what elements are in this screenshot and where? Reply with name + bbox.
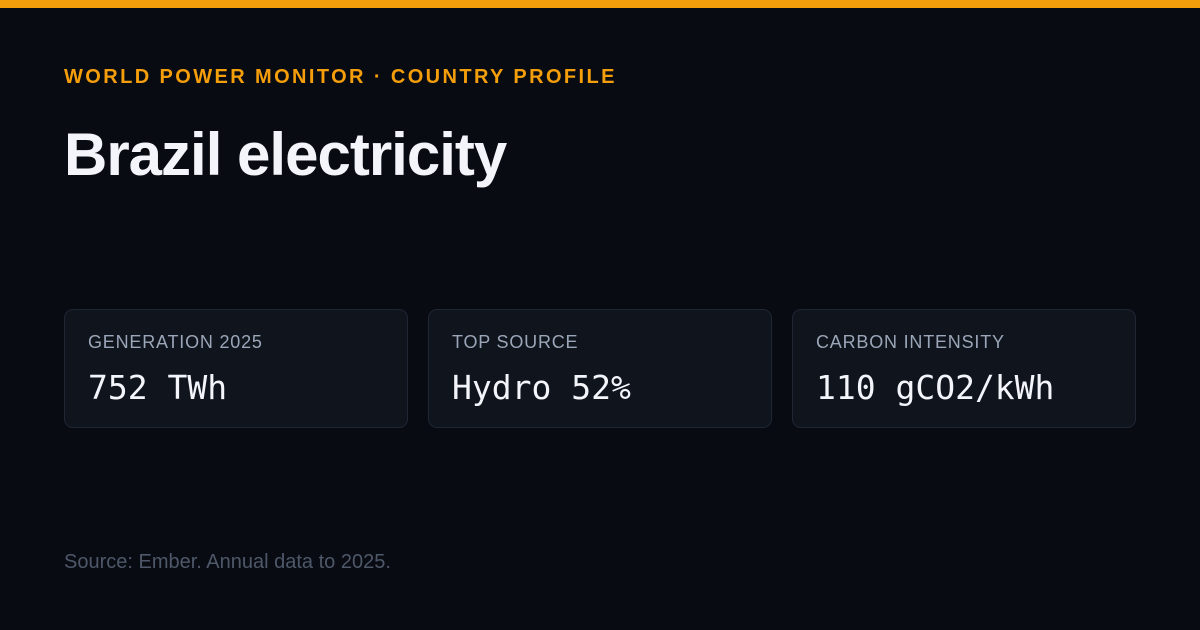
page-title: Brazil electricity: [64, 121, 507, 188]
stat-value: Hydro 52%: [452, 368, 631, 407]
stat-cards: GENERATION 2025 752 TWh TOP SOURCE Hydro…: [64, 309, 1136, 428]
eyebrow-label: WORLD POWER MONITOR · COUNTRY PROFILE: [64, 66, 617, 88]
top-accent-bar: [0, 0, 1200, 8]
stat-label: GENERATION 2025: [88, 332, 263, 352]
stat-value: 110 gCO2/kWh: [816, 368, 1055, 407]
stat-value: 752 TWh: [88, 368, 228, 407]
source-note: Source: Ember. Annual data to 2025.: [64, 551, 391, 573]
stat-card-generation: GENERATION 2025 752 TWh: [64, 309, 408, 428]
stat-label: TOP SOURCE: [452, 332, 579, 352]
stat-label: CARBON INTENSITY: [816, 332, 1005, 352]
stat-card-carbon-intensity: CARBON INTENSITY 110 gCO2/kWh: [792, 309, 1136, 428]
stat-card-top-source: TOP SOURCE Hydro 52%: [428, 309, 772, 428]
